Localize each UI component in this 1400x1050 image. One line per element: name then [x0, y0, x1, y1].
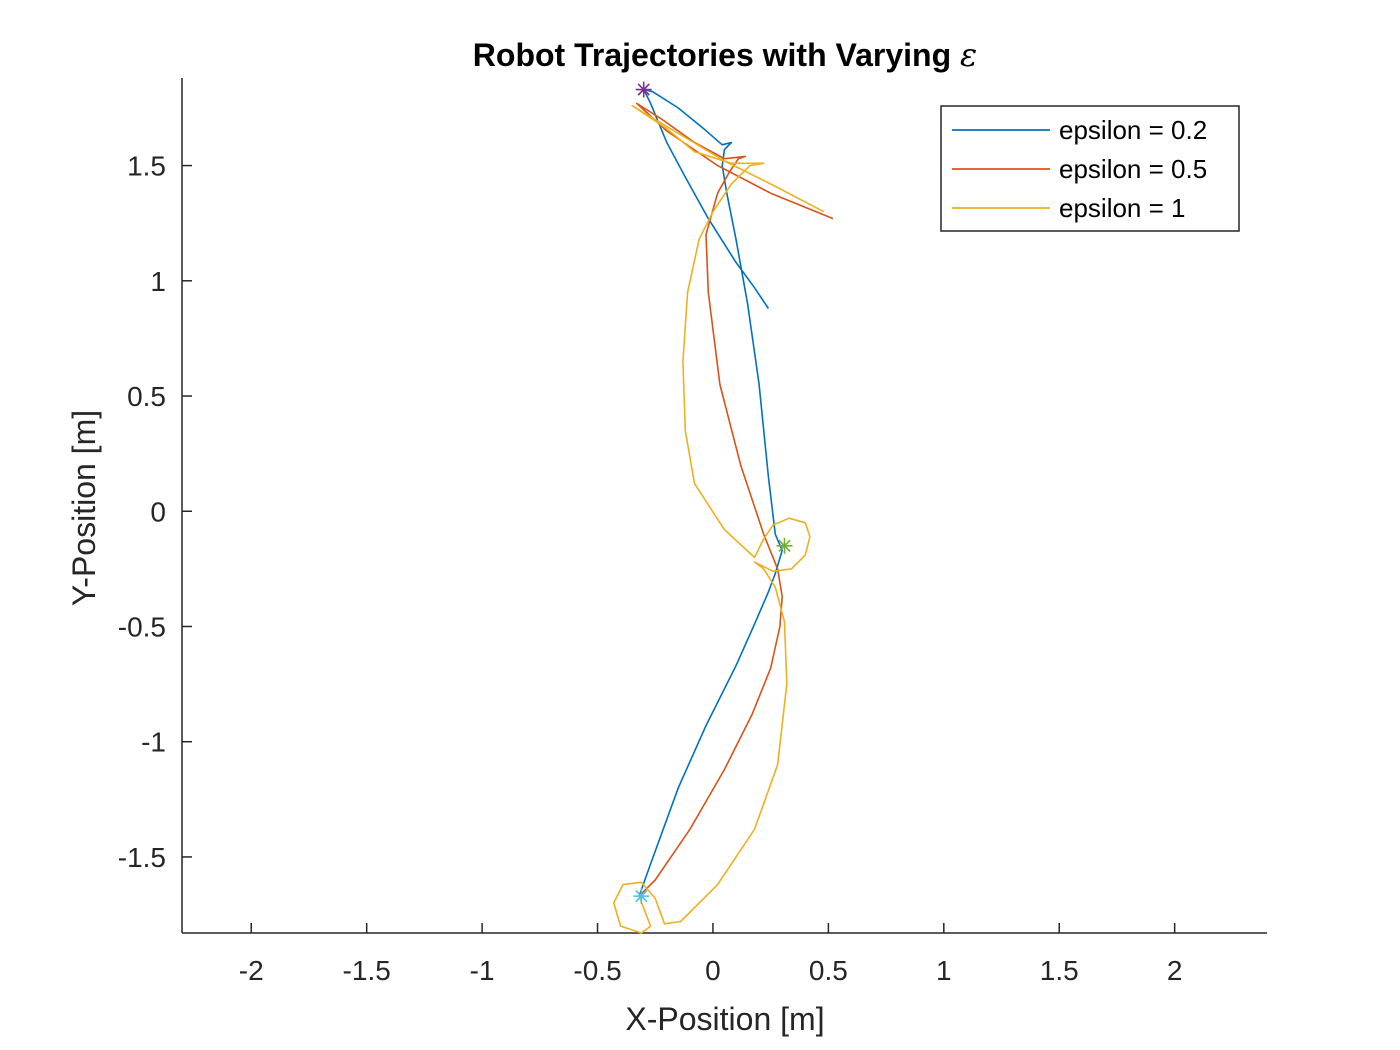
x-axis-label: X-Position [m]: [625, 1001, 824, 1037]
series-line-epsilon-0-5: [635, 102, 834, 897]
legend-label-epsilon-0-2: epsilon = 0.2: [1059, 115, 1207, 145]
x-tick-label: 0: [705, 955, 721, 986]
legend-label-epsilon-0-5: epsilon = 0.5: [1059, 154, 1207, 184]
y-tick-label: -1: [141, 727, 166, 758]
x-tick-label: -1: [470, 955, 495, 986]
y-tick-label: 1: [150, 266, 166, 297]
x-tick-label: 0.5: [809, 955, 848, 986]
y-tick-label: -0.5: [118, 611, 166, 642]
asterisk-marker-1: [635, 81, 652, 98]
y-axis: -1.5 -1 -0.5 0 0.5 1 1.5: [118, 78, 192, 933]
chart-title-epsilon-symbol: ε: [960, 36, 977, 74]
y-tick-label: 1.5: [127, 151, 166, 182]
chart-title-text: Robot Trajectories with Varying: [473, 37, 951, 73]
x-tick-label: -0.5: [573, 955, 621, 986]
y-tick-label: 0: [150, 496, 166, 527]
x-tick-label: 1: [936, 955, 952, 986]
marker-layer: [633, 81, 793, 905]
legend-label-epsilon-1: epsilon = 1: [1059, 193, 1185, 223]
legend: epsilon = 0.2 epsilon = 0.5 epsilon = 1: [940, 105, 1240, 232]
x-axis: -2 -1.5 -1 -0.5 0 0.5 1 1.5 2: [182, 923, 1267, 986]
y-tick-label: -1.5: [118, 842, 166, 873]
x-tick-label: -1.5: [343, 955, 391, 986]
x-tick-label: -2: [239, 955, 264, 986]
x-tick-label: 1.5: [1040, 955, 1079, 986]
asterisk-marker-3: [633, 888, 650, 905]
y-tick-label: 0.5: [127, 381, 166, 412]
series-line-epsilon-0-2: [638, 88, 784, 897]
y-axis-label: Y-Position [m]: [66, 410, 102, 606]
asterisk-marker-2: [776, 537, 793, 554]
series-line-epsilon-1: [612, 104, 825, 934]
chart-title: Robot Trajectories with Varying ε: [473, 36, 977, 74]
series-layer: [612, 88, 834, 934]
x-tick-label: 2: [1167, 955, 1183, 986]
